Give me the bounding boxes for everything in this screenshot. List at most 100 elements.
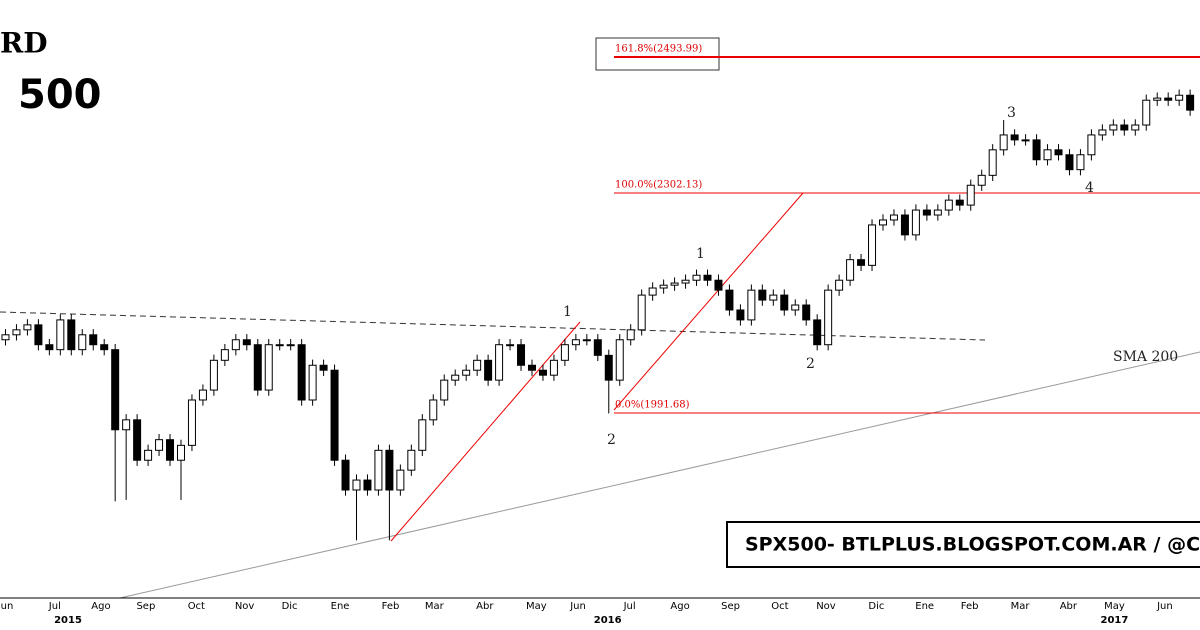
candle-body (451, 374, 460, 381)
year-label: 2015 (54, 615, 82, 626)
candle-body (714, 279, 723, 291)
candle-body (67, 319, 76, 351)
x-tick-label: Oct (771, 601, 788, 612)
candle-body (231, 339, 240, 351)
x-tick-label: Oct (188, 601, 205, 612)
candle-body (933, 209, 942, 216)
candle-body (220, 349, 229, 361)
candle-body (758, 289, 767, 301)
candle-body (198, 389, 207, 401)
candle-body (1076, 154, 1085, 171)
candle-body (549, 359, 558, 376)
projection-line (613, 192, 804, 411)
candle-body (900, 214, 909, 236)
candle-body (440, 379, 449, 401)
x-tick-label: Jul (48, 601, 61, 612)
candle-body (637, 294, 646, 331)
candle-body (659, 284, 668, 289)
candle-body (374, 449, 383, 491)
candle-body (209, 359, 218, 391)
candle-body (977, 174, 986, 186)
x-tick-label: Abr (476, 601, 494, 612)
wave-label: 1 (563, 304, 572, 320)
candle-body (473, 359, 482, 371)
label-box (595, 37, 720, 71)
candle-body (944, 199, 953, 211)
candle-body (1142, 99, 1151, 126)
candle-body (582, 339, 591, 342)
x-tick-label: Ago (91, 601, 110, 612)
candle-body (253, 344, 262, 391)
candle-body (955, 199, 964, 206)
fib-label: 0.0%(1991.68) (615, 399, 690, 410)
candle-body (1032, 139, 1041, 161)
candle-body (835, 279, 844, 291)
candle-body (813, 319, 822, 346)
candle-body (319, 364, 328, 371)
candle-body (648, 287, 657, 296)
candle-body (999, 134, 1008, 151)
candle-body (462, 369, 471, 376)
candle-body (34, 324, 43, 346)
candle-body (1087, 134, 1096, 156)
candle-body (155, 439, 164, 451)
chart-subtitle: 500 (18, 72, 102, 118)
candle-body (868, 224, 877, 266)
candle-body (144, 449, 153, 461)
wave-label: SMA 200 (1113, 349, 1178, 365)
candle-body (780, 294, 789, 311)
x-tick-label: Nov (235, 601, 255, 612)
candle-body (1186, 94, 1195, 111)
x-tick-label: Jun (1156, 601, 1173, 612)
candle-body (122, 419, 131, 431)
x-tick-label: Sep (136, 601, 155, 612)
year-label: 2016 (594, 615, 622, 626)
wave-label: 4 (1085, 180, 1094, 196)
wave-label: 2 (607, 432, 616, 448)
fib-label: 161.8%(2493.99) (615, 43, 702, 54)
x-tick-label: Ago (670, 601, 689, 612)
candle-body (495, 344, 504, 381)
candle-body (418, 419, 427, 451)
candle-body (692, 274, 701, 281)
candle-body (736, 309, 745, 321)
candle-body (922, 209, 931, 216)
candle-body (615, 339, 624, 381)
candle-body (824, 289, 833, 346)
candle-body (1164, 97, 1173, 101)
candle-body (670, 282, 679, 286)
x-tick-label: Feb (961, 601, 979, 612)
candle-body (846, 259, 855, 281)
candle-body (878, 219, 887, 226)
candle-body (911, 209, 920, 236)
x-tick-label: Jun (569, 601, 586, 612)
candle-body (1043, 149, 1052, 161)
wave-label: 2 (806, 356, 815, 372)
candle-body (45, 344, 54, 351)
candle-body (100, 344, 109, 351)
candle-body (889, 214, 898, 221)
candle-body (12, 329, 21, 336)
candle-body (1153, 97, 1162, 101)
candle-body (429, 399, 438, 421)
candle-body (538, 369, 547, 376)
candle-body (747, 289, 756, 321)
candle-body (1054, 149, 1063, 156)
watermark-box (726, 521, 1200, 568)
candle-body (341, 459, 350, 491)
candle-body (1109, 124, 1118, 131)
candle-body (506, 344, 515, 347)
candle-body (23, 324, 32, 331)
year-label: 2017 (1101, 615, 1129, 626)
projection-line (390, 321, 581, 542)
candle-body (593, 339, 602, 356)
fib-label: 100.0%(2302.13) (615, 179, 702, 190)
wave-label: 3 (1007, 105, 1016, 121)
candle-body (297, 344, 306, 401)
candle-body (363, 479, 372, 491)
candle-body (396, 469, 405, 491)
chart-title: RD (0, 27, 48, 60)
candle-body (560, 344, 569, 361)
candle-body (89, 334, 98, 346)
